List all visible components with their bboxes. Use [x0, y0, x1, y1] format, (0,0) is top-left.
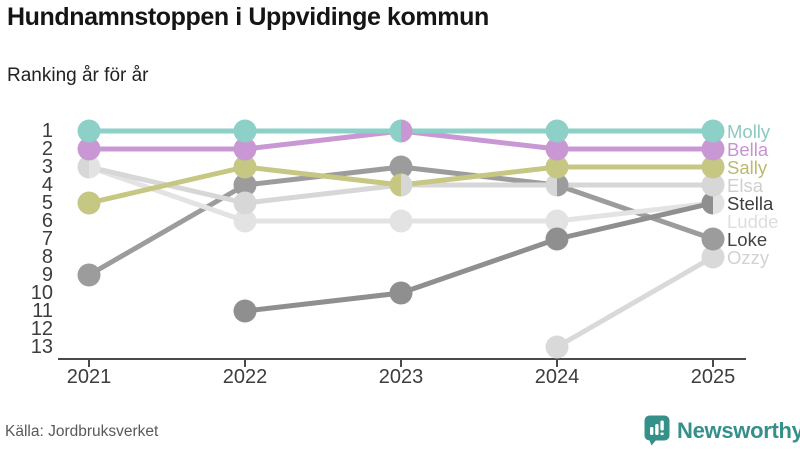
dot-elsa-2023	[401, 173, 413, 197]
dot-bella-2023	[401, 119, 413, 143]
y-tick-10: 10	[30, 282, 53, 304]
series-label-loke: Loke	[727, 228, 768, 250]
dot-loke-2024	[557, 173, 569, 197]
y-tick-8: 8	[41, 246, 53, 268]
dot-stella-2024	[545, 227, 569, 251]
dot-molly-2022	[233, 119, 257, 143]
dot-sally-2021	[77, 191, 101, 215]
newsworthy-icon	[644, 415, 670, 446]
y-tick-12: 12	[30, 318, 53, 340]
y-tick-4: 4	[41, 174, 53, 196]
series-label-ludde: Ludde	[727, 210, 779, 232]
series-label-ozzy: Ozzy	[727, 246, 770, 268]
y-tick-7: 7	[41, 228, 53, 250]
series-label-molly: Molly	[727, 120, 771, 142]
series-line-stella	[244, 290, 402, 314]
y-tick-9: 9	[41, 264, 53, 286]
x-tick-2022: 2022	[222, 366, 268, 388]
dot-loke-2022	[233, 173, 257, 197]
x-tick-2023: 2023	[378, 366, 424, 388]
y-tick-13: 13	[30, 336, 53, 358]
series-line-ludde	[88, 164, 246, 224]
dot-ludde-2024	[545, 209, 569, 233]
dot-elsa-2022	[233, 191, 257, 215]
series-line-loke	[87, 182, 247, 278]
series-label-sally: Sally	[727, 156, 768, 178]
series-line-ludde	[556, 200, 714, 224]
series-label-elsa: Elsa	[727, 174, 763, 196]
dot-sally-2022	[233, 155, 257, 179]
dot-loke-2025	[701, 227, 725, 251]
y-tick-11: 11	[32, 300, 53, 322]
dot-ozzy-2025	[701, 245, 725, 269]
dot-elsa-2025	[701, 173, 725, 197]
series-label-stella: Stella	[727, 192, 774, 214]
source-note: Källa: Jordbruksverket	[5, 423, 159, 440]
dot-molly-2024	[545, 119, 569, 143]
series-line-bella	[400, 128, 558, 152]
dot-ludde-2023	[389, 209, 413, 233]
dot-loke-2021	[77, 263, 101, 287]
series-line-stella	[400, 236, 558, 296]
brand-name: Newsworthy	[677, 417, 800, 443]
dot-molly-2021	[77, 119, 101, 143]
dot-elsa-2024	[545, 173, 557, 197]
y-tick-6: 6	[41, 210, 53, 232]
dot-sally-2025	[701, 155, 725, 179]
series-line-stella	[556, 200, 714, 242]
dot-molly-2023	[389, 119, 401, 143]
chart-subtitle: Ranking år för år	[7, 65, 149, 86]
page-title: Hundnamnstoppen i Uppvidinge kommun	[7, 3, 489, 31]
x-tick-2024: 2024	[534, 366, 580, 388]
dot-bella-2022	[233, 137, 257, 161]
series-label-bella: Bella	[727, 138, 769, 160]
y-tick-3: 3	[41, 156, 53, 178]
series-line-elsa	[244, 182, 402, 206]
dot-stella-2025	[701, 191, 713, 215]
dot-ozzy-2024	[545, 335, 569, 359]
series-line-bella	[244, 128, 402, 152]
dot-bella-2021	[77, 137, 101, 161]
dot-bella-2024	[545, 137, 569, 161]
x-tick-2021: 2021	[66, 366, 112, 388]
dot-sally-2024	[545, 155, 569, 179]
dot-stella-2023	[389, 281, 413, 305]
y-tick-5: 5	[41, 192, 53, 214]
dot-molly-2025	[701, 119, 725, 143]
x-tick-2025: 2025	[690, 366, 736, 388]
y-tick-1: 1	[41, 120, 53, 142]
dot-stella-2022	[233, 299, 257, 323]
newsworthy-logo: Newsworthy	[644, 415, 800, 446]
dot-bella-2025	[701, 137, 725, 161]
dot-ludde-2022	[233, 209, 257, 233]
dot-ludde-2025	[713, 191, 725, 215]
series-line-sally	[400, 164, 558, 188]
series-line-sally	[244, 164, 402, 188]
dot-sally-2023	[389, 173, 401, 197]
series-line-ozzy	[555, 254, 715, 350]
dot-elsa-2021	[77, 155, 89, 179]
y-tick-2: 2	[41, 138, 53, 160]
series-line-sally	[88, 164, 246, 206]
dot-ludde-2021	[89, 155, 101, 179]
dot-loke-2023	[389, 155, 413, 179]
